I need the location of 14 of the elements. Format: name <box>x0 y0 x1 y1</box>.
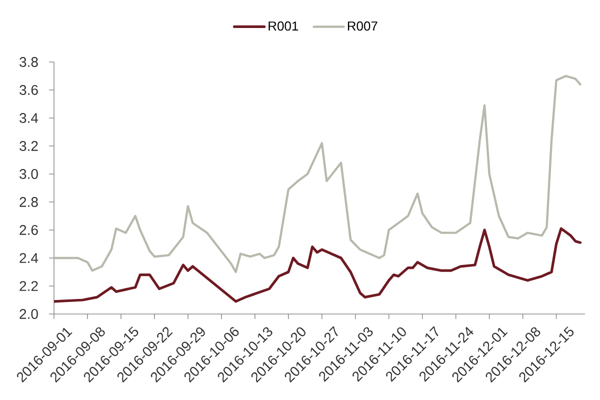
y-tick-label: 3.6 <box>20 85 38 95</box>
y-tick-label: 2.6 <box>20 225 38 235</box>
line-series <box>54 227 582 303</box>
y-tick-label: 3.8 <box>20 57 38 67</box>
y-tick-label: 2.2 <box>20 281 38 291</box>
legend-label: R007 <box>348 21 378 31</box>
y-tick-label: 2.4 <box>20 253 38 263</box>
line-series <box>54 74 582 274</box>
y-tick-label: 2.0 <box>20 309 38 319</box>
legend-label: R001 <box>268 21 298 31</box>
y-tick-label: 3.4 <box>20 113 38 123</box>
y-tick-label: 3.0 <box>20 169 38 179</box>
y-tick-label: 3.2 <box>20 141 38 151</box>
y-tick-label: 2.8 <box>20 197 38 207</box>
